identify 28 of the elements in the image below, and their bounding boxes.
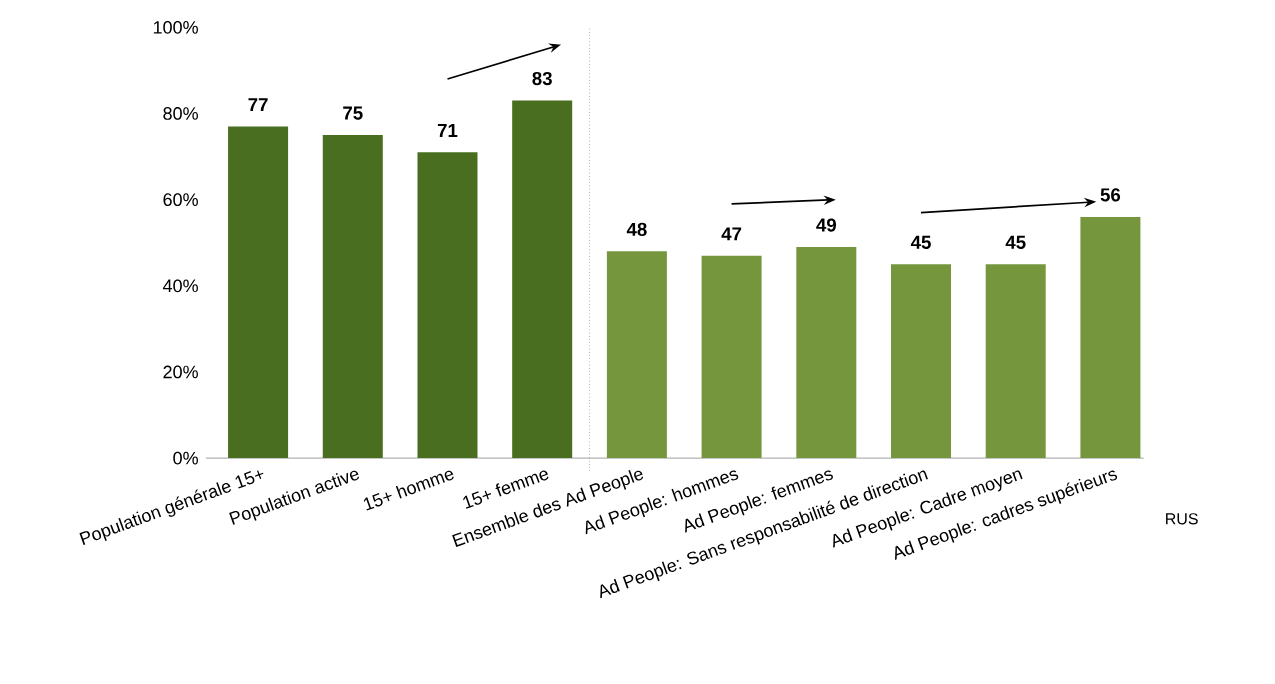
bar (1080, 216, 1141, 459)
bar (228, 126, 289, 459)
data-label: 71 (437, 123, 458, 137)
data-label: 47 (721, 227, 742, 241)
bar (322, 134, 383, 459)
data-label: 45 (1005, 235, 1026, 249)
data-label: 48 (626, 222, 647, 236)
y-tick-label: 40% (162, 279, 198, 293)
bar (985, 264, 1046, 459)
bar (606, 251, 667, 459)
data-label: 45 (910, 235, 931, 249)
x-tick-label: 15+ homme (363, 470, 454, 511)
y-tick-label: 80% (163, 107, 198, 120)
data-label: 49 (816, 218, 836, 232)
y-tick-label: 100% (153, 20, 198, 34)
y-tick-label: 60% (163, 193, 198, 206)
data-label: 83 (532, 71, 552, 86)
bar (891, 264, 952, 459)
bar (701, 255, 762, 459)
bar (796, 246, 857, 459)
bar (417, 152, 478, 459)
data-label: 56 (1100, 188, 1121, 202)
data-label: 77 (248, 98, 268, 111)
y-tick-label: 20% (163, 365, 198, 379)
text: RUS (1166, 513, 1198, 525)
bar (512, 100, 573, 459)
y-tick-label: 0% (173, 451, 198, 465)
data-label: 75 (343, 106, 363, 120)
